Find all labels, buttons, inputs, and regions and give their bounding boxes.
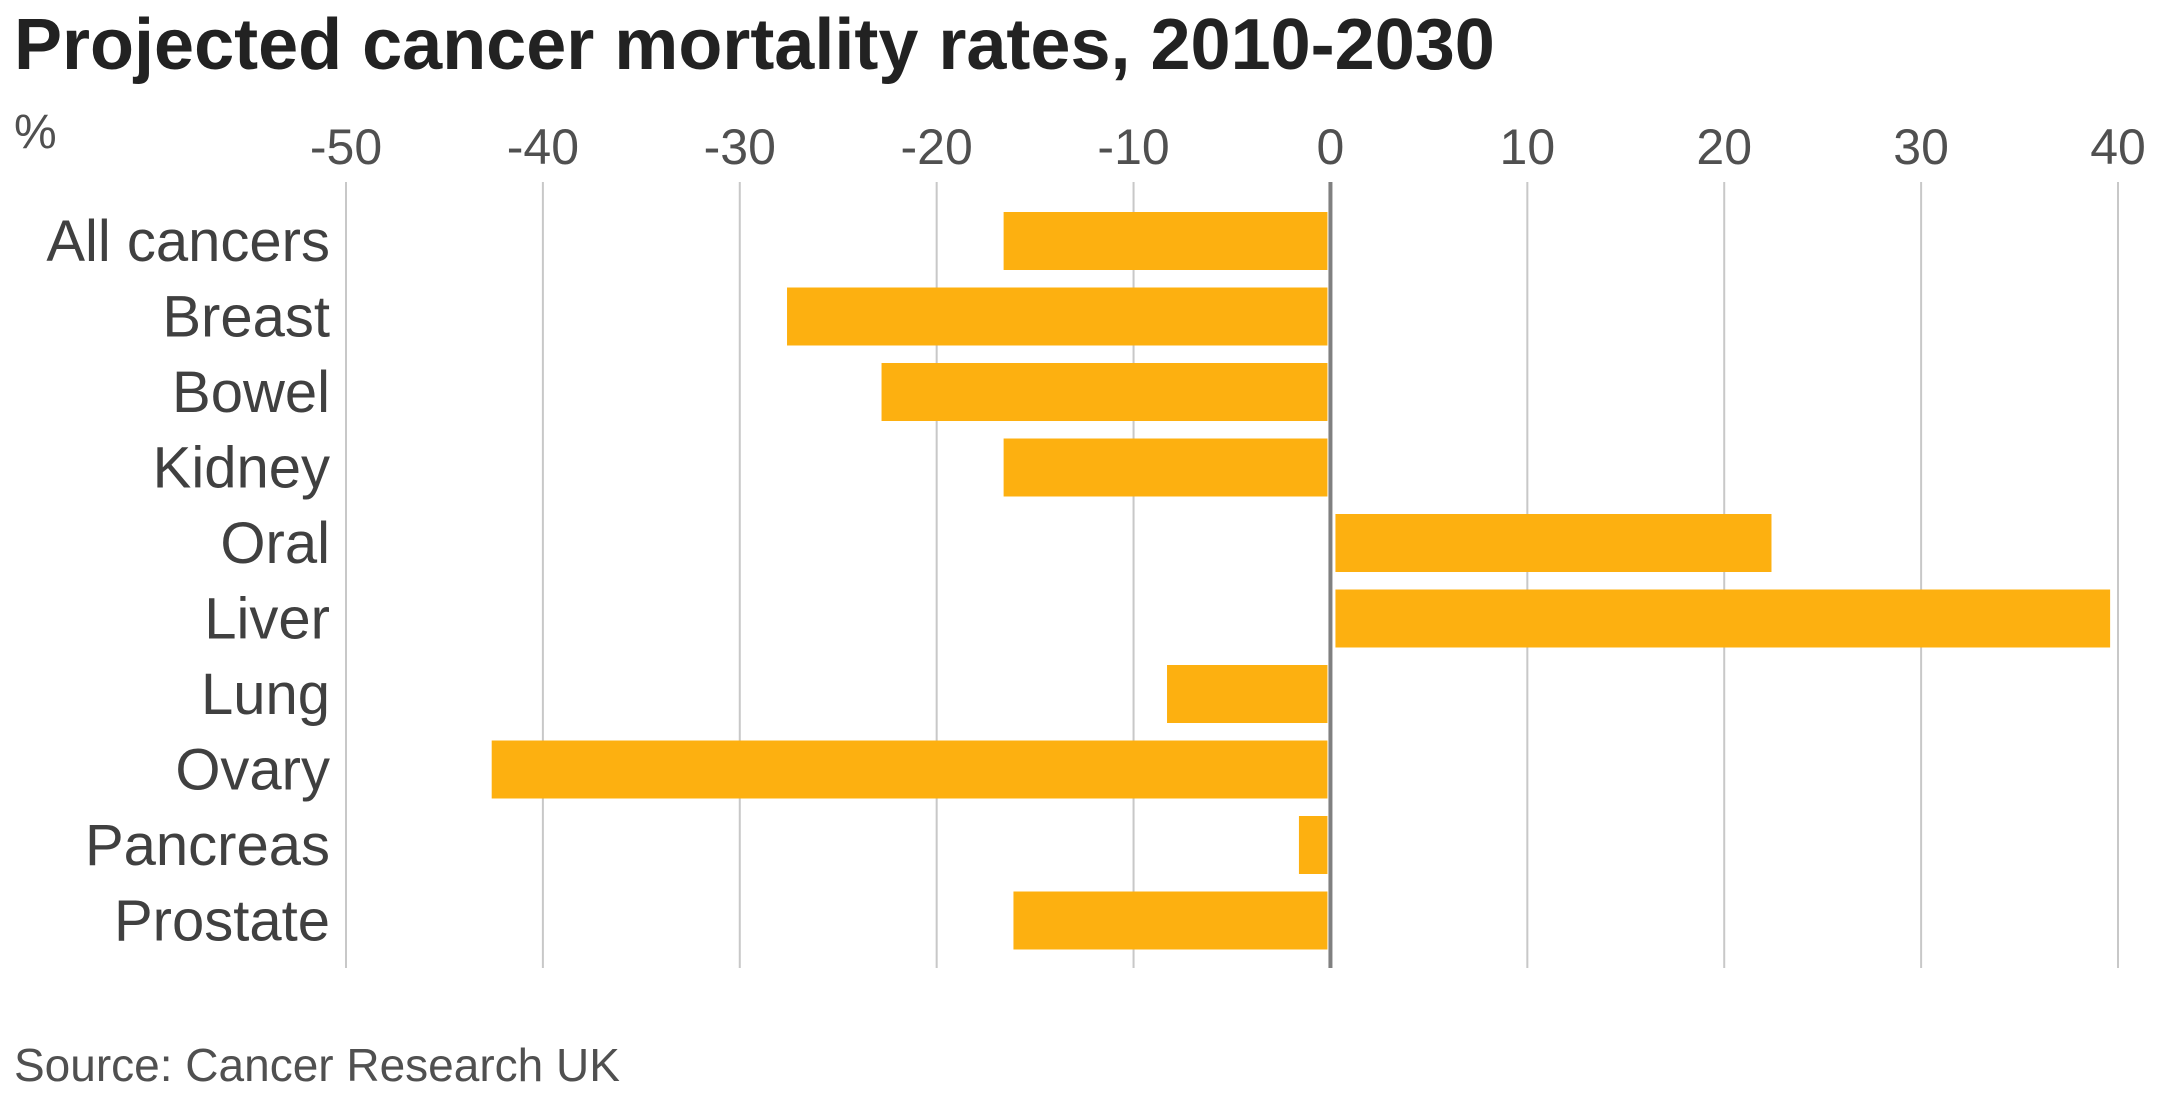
category-label: Liver [204,587,330,652]
source-note: Source: Cancer Research UK [14,1039,620,1091]
bar [1298,816,1328,874]
category-label: Bowel [172,360,330,425]
category-label: Pancreas [85,813,330,878]
x-tick-label: 40 [2090,119,2146,175]
category-label: Oral [220,511,330,576]
bar [1167,665,1328,723]
x-tick-label: 30 [1893,119,1949,175]
x-tick-label: 20 [1696,119,1752,175]
x-tick-label: -50 [310,119,382,175]
chart-title: Projected cancer mortality rates, 2010-2… [14,5,1495,85]
category-label: Breast [162,285,330,350]
x-tick-label: -40 [507,119,579,175]
category-label: Prostate [114,889,330,954]
category-label: Ovary [175,738,330,803]
x-tick-label: -30 [704,119,776,175]
bar [1003,212,1328,270]
bar [787,287,1328,346]
category-label: Kidney [153,436,330,501]
bar [1335,589,2111,648]
bar [491,740,1328,799]
x-tick-label: -10 [1097,119,1169,175]
bar [1335,514,1772,572]
bar [1003,438,1328,497]
x-tick-label: 10 [1500,119,1556,175]
x-tick-label: -20 [901,119,973,175]
category-labels: All cancers Breast Bowel Kidney Oral Liver Lun… [46,209,330,954]
bar [881,363,1328,421]
bars [491,212,2111,950]
x-tick-label: 0 [1317,119,1345,175]
unit-label: % [14,106,57,159]
category-label: All cancers [46,209,330,274]
category-label: Lung [201,662,330,727]
x-axis-tick-labels: -50 -40 -30 -20 -10 0 10 20 30 40 [310,119,2146,175]
bar [1013,891,1328,950]
